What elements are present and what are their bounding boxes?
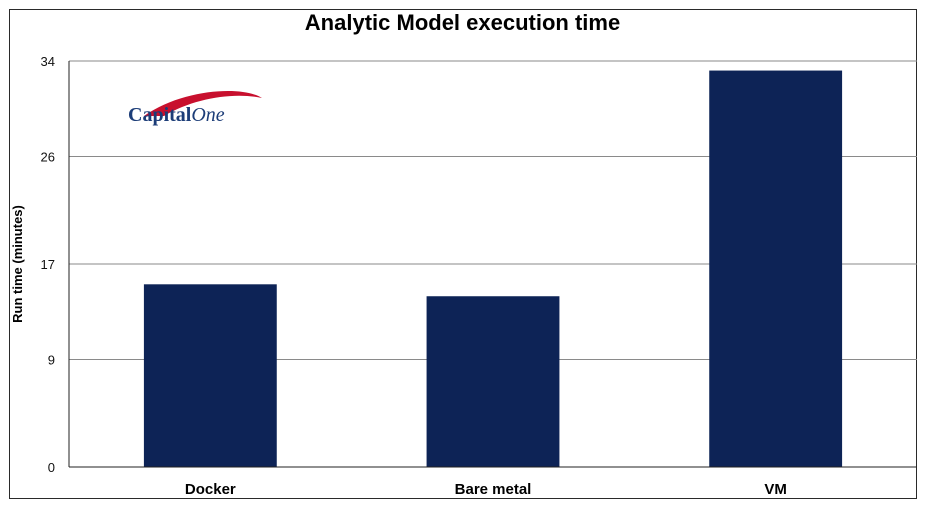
logo-text-main: Capital [128, 104, 192, 126]
logo-swoosh-icon [144, 91, 262, 116]
y-tick-label: 26 [41, 150, 55, 165]
x-tick-label: Docker [185, 481, 236, 498]
bars [143, 70, 843, 467]
bar [709, 70, 843, 467]
y-tick-label: 9 [48, 353, 55, 368]
labels: 0 9 17 26 34 Docker Bare metal VM Run time (minu… [10, 54, 787, 498]
x-tick-label: Bare metal [455, 481, 532, 498]
y-tick-label: 34 [41, 54, 55, 69]
axes [68, 61, 917, 468]
logo-text-one: One [191, 104, 225, 126]
y-tick-label: 0 [48, 460, 55, 475]
capital-one-logo: CapitalOne [124, 86, 284, 142]
chart-title: Analytic Model execution time [304, 10, 621, 35]
y-axis-label: Run time (minutes) [10, 205, 25, 323]
bar [143, 284, 277, 467]
y-tick-label: 17 [41, 257, 55, 272]
bar [426, 296, 560, 467]
logo-text: CapitalOne [128, 104, 225, 127]
x-tick-label: VM [764, 481, 787, 498]
